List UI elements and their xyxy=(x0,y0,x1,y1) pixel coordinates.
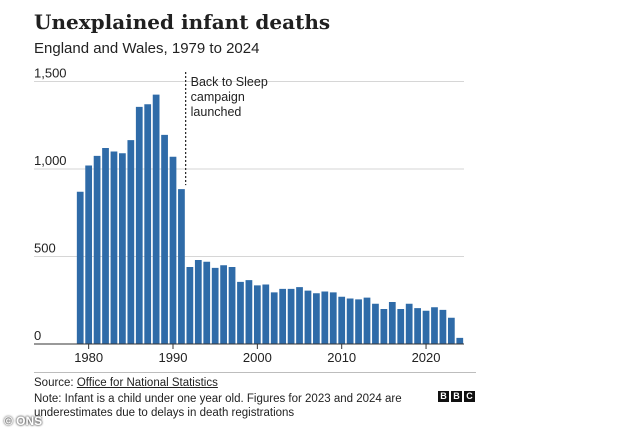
bar xyxy=(237,281,244,344)
bar xyxy=(431,307,438,344)
bbc-logo: B B C xyxy=(438,391,475,402)
bar xyxy=(127,140,135,344)
bar xyxy=(270,292,278,344)
chart-title: Unexplained infant deaths xyxy=(34,10,331,34)
bar xyxy=(220,265,227,344)
bar xyxy=(253,285,261,344)
bar xyxy=(296,287,303,344)
bar xyxy=(102,148,109,344)
bar xyxy=(456,337,464,344)
x-tick-label: 1980 xyxy=(74,350,103,365)
bbc-logo-letter: C xyxy=(464,391,475,402)
bar xyxy=(338,296,346,344)
annotation-text: campaign xyxy=(191,90,245,104)
bar xyxy=(388,302,396,344)
source-line: Source: Office for National Statistics xyxy=(34,377,218,389)
x-tick-label: 2000 xyxy=(243,350,272,365)
chart-note: Note: Infant is a child under one year o… xyxy=(34,393,402,419)
bar xyxy=(161,134,168,344)
bar xyxy=(279,288,287,344)
bar xyxy=(380,309,388,344)
bar xyxy=(203,261,211,344)
bar xyxy=(110,151,118,344)
bar-chart: 0 500 1,000 1,500 1980 1990 2000 2010 2020 Back t… xyxy=(34,66,464,365)
chart-subtitle: England and Wales, 1979 to 2024 xyxy=(34,40,260,57)
bar xyxy=(422,310,430,344)
bbc-logo-letter: B xyxy=(438,391,449,402)
bar xyxy=(194,260,202,344)
bar xyxy=(346,298,354,344)
bar xyxy=(405,303,413,344)
bar xyxy=(287,288,295,344)
bar xyxy=(135,106,143,344)
bar xyxy=(439,309,447,344)
bar xyxy=(93,155,101,344)
bbc-logo-letter: B xyxy=(451,391,462,402)
bar xyxy=(152,94,160,344)
bar xyxy=(321,291,329,344)
bar xyxy=(447,317,455,344)
bar xyxy=(262,284,270,344)
bar xyxy=(169,156,177,344)
footer-divider xyxy=(34,372,476,373)
bar xyxy=(119,153,126,344)
bar xyxy=(372,303,379,344)
bar xyxy=(85,165,93,344)
y-tick-label: 500 xyxy=(34,241,56,256)
bar xyxy=(355,299,362,344)
x-tick-label: 2020 xyxy=(412,350,441,365)
bar xyxy=(178,189,185,344)
annotation-text: Back to Sleep xyxy=(191,75,268,89)
x-tick-label: 2010 xyxy=(327,350,356,365)
source-prefix: Source: xyxy=(34,377,77,389)
bar xyxy=(363,297,371,344)
bar xyxy=(211,267,219,344)
bar xyxy=(228,267,236,344)
y-tick-label: 0 xyxy=(34,328,41,343)
y-tick-label: 1,500 xyxy=(34,66,67,81)
bar xyxy=(414,308,421,344)
bar xyxy=(313,293,320,344)
bar xyxy=(245,280,253,344)
bar xyxy=(304,290,312,344)
bar xyxy=(329,292,337,344)
annotation-text: launched xyxy=(191,105,242,119)
bar xyxy=(397,309,405,344)
x-tick-label: 1990 xyxy=(159,350,188,365)
y-tick-label: 1,000 xyxy=(34,153,67,168)
bar xyxy=(76,191,84,344)
image-credit: © ONS xyxy=(4,414,43,428)
bar xyxy=(186,267,194,344)
source-link[interactable]: Office for National Statistics xyxy=(76,377,218,389)
bar xyxy=(144,104,152,344)
